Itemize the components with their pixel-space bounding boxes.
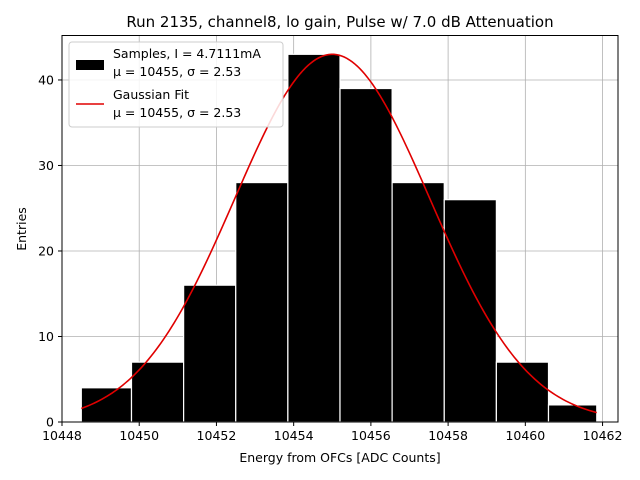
x-tick-label: 10448 xyxy=(42,428,82,443)
x-tick-label: 10450 xyxy=(119,428,159,443)
x-tick-label: 10456 xyxy=(351,428,391,443)
y-tick-label: 0 xyxy=(46,415,54,430)
histogram-bar-5 xyxy=(339,87,393,423)
legend-label-fit-line1: Gaussian Fit xyxy=(113,87,189,102)
x-tick-label: 10458 xyxy=(428,428,468,443)
histogram-bar-2 xyxy=(183,284,237,423)
histogram-bar-6 xyxy=(391,181,445,423)
y-tick-label: 10 xyxy=(38,329,54,344)
x-tick-label: 10454 xyxy=(274,428,314,443)
legend: Samples, I = 4.7111mA μ = 10455, σ = 2.5… xyxy=(68,41,284,128)
legend-label-samples-line1: Samples, I = 4.7111mA xyxy=(113,46,261,61)
histogram-bar-9 xyxy=(547,404,598,423)
x-axis-label: Energy from OFCs [ADC Counts] xyxy=(239,450,440,465)
y-tick-label: 40 xyxy=(38,72,54,87)
y-axis-ticks: 0 10 20 30 40 xyxy=(38,72,62,430)
legend-swatch-samples xyxy=(76,60,104,70)
legend-box xyxy=(68,41,284,128)
y-tick-label: 20 xyxy=(38,243,54,258)
chart-title: Run 2135, channel8, lo gain, Pulse w/ 7.… xyxy=(126,13,553,31)
axes-frame xyxy=(61,35,619,423)
y-axis-label: Entries xyxy=(14,207,29,251)
histogram-bar-3 xyxy=(235,181,289,423)
histogram-bar-4 xyxy=(287,53,341,423)
gaussian-fit-curve xyxy=(81,53,597,414)
x-tick-label: 10460 xyxy=(505,428,545,443)
legend-label-fit-line2: μ = 10455, σ = 2.53 xyxy=(113,105,241,120)
legend-label-samples-line2: μ = 10455, σ = 2.53 xyxy=(113,64,241,79)
y-tick-label: 30 xyxy=(38,158,54,173)
x-tick-label: 10462 xyxy=(583,428,623,443)
x-tick-label: 10452 xyxy=(197,428,237,443)
histogram-bar-1 xyxy=(130,361,185,423)
histogram-bar-7 xyxy=(443,199,497,423)
x-axis-ticks: 10448 10450 10452 10454 10456 10458 10460 10462 xyxy=(42,422,622,443)
histogram-bar-8 xyxy=(495,361,550,423)
